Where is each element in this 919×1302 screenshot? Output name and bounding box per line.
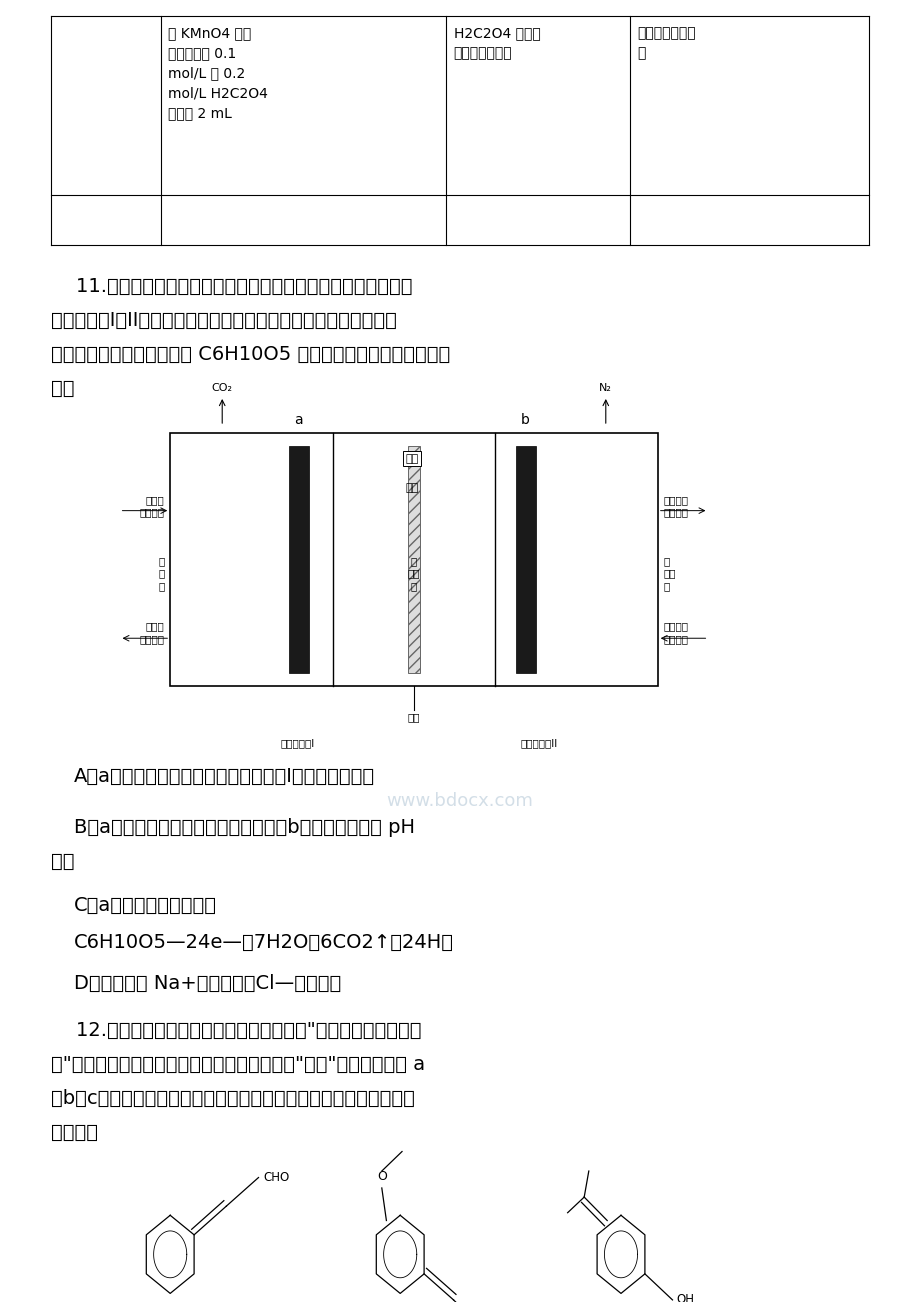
- Text: 高浓度
有机废水: 高浓度 有机废水: [140, 621, 165, 643]
- Text: 反
硝化
菌: 反 硝化 菌: [407, 556, 420, 591]
- Text: 负极: 负极: [405, 453, 418, 464]
- Text: 12.法国、美国、荷兰的三位科学家因研究"分子机器的设计与合: 12.法国、美国、荷兰的三位科学家因研究"分子机器的设计与合: [51, 1021, 421, 1040]
- Text: 厌
氧
菌: 厌 氧 菌: [158, 556, 165, 591]
- Text: OH: OH: [675, 1293, 694, 1302]
- Text: 性 KMnO4 溶液
，分别加入 0.1
mol/L 和 0.2
mol/L H2C2O4
溶液各 2 mL: 性 KMnO4 溶液 ，分别加入 0.1 mol/L 和 0.2 mol/L H…: [168, 26, 268, 120]
- Text: 的是（）: 的是（）: [51, 1122, 97, 1142]
- Text: 废水: 废水: [407, 712, 420, 723]
- Text: a: a: [294, 413, 302, 427]
- Text: 反
硝化
菌: 反 硝化 菌: [663, 556, 675, 591]
- Text: 化学反应速率越
大: 化学反应速率越 大: [637, 26, 696, 60]
- Text: N₂: N₂: [598, 384, 611, 393]
- Bar: [289, 445, 309, 673]
- Text: 离子交换膜I、II分别是氯离子交换膜和钠离子交换膜中的一种，图: 离子交换膜I、II分别是氯离子交换膜和钠离子交换膜中的一种，图: [51, 311, 396, 331]
- Text: B．a电极附近溶液的氯离子浓度增大，b电极附近溶液的 pH: B．a电极附近溶液的氯离子浓度增大，b电极附近溶液的 pH: [74, 818, 414, 837]
- Text: www.bdocx.com: www.bdocx.com: [386, 792, 533, 810]
- Bar: [170, 432, 657, 686]
- Text: 低浓度硝
酸根废水: 低浓度硝 酸根废水: [663, 495, 687, 517]
- Bar: [407, 445, 420, 673]
- Bar: [515, 445, 535, 673]
- Text: （）: （）: [51, 379, 74, 398]
- Text: CO₂: CO₂: [211, 384, 233, 393]
- Text: 离子交换膜I: 离子交换膜I: [280, 738, 314, 749]
- Text: 废水: 废水: [405, 483, 418, 493]
- Text: A．a电极为该电池的负极，离子交换膜I是钠离子交换膜: A．a电极为该电池的负极，离子交换膜I是钠离子交换膜: [74, 767, 374, 786]
- Text: C6H10O5—24e—＋7H2O＝6CO2↑＋24H＋: C6H10O5—24e—＋7H2O＝6CO2↑＋24H＋: [74, 934, 453, 952]
- Text: CHO: CHO: [263, 1170, 289, 1184]
- Text: 离子交换膜II: 离子交换膜II: [520, 738, 558, 749]
- Text: 11.一种三室微生物燃料电池污水净化系统原理如图所示，其中: 11.一种三室微生物燃料电池污水净化系统原理如图所示，其中: [51, 277, 412, 297]
- Text: 高浓度硝
酸根废水: 高浓度硝 酸根废水: [663, 621, 687, 643]
- Text: D．中间室中 Na+移向左室，Cl—移向右室: D．中间室中 Na+移向左室，Cl—移向右室: [74, 974, 340, 992]
- Text: H2C2O4 溶液的
试管中褪色更快: H2C2O4 溶液的 试管中褪色更快: [453, 26, 539, 60]
- Text: b: b: [521, 413, 529, 427]
- Text: 低浓度
有机废水: 低浓度 有机废水: [140, 495, 165, 517]
- Text: 成"获得诺贝尔化学奖。轮烷是一种分子机器的"轮子"，芳香化合物 a: 成"获得诺贝尔化学奖。轮烷是一种分子机器的"轮子"，芳香化合物 a: [51, 1055, 425, 1074]
- Text: O: O: [377, 1169, 386, 1182]
- Text: C．a电极的电极反应式为: C．a电极的电极反应式为: [74, 896, 216, 915]
- Text: 中有机废水中的有机物可用 C6H10O5 表示。下列有关说法正确的是: 中有机废水中的有机物可用 C6H10O5 表示。下列有关说法正确的是: [51, 345, 449, 365]
- Text: 减小: 减小: [51, 852, 74, 871]
- Text: 、b、c是合成轮烷的三种原料，其结构如下图所示。下列说法不正确: 、b、c是合成轮烷的三种原料，其结构如下图所示。下列说法不正确: [51, 1088, 414, 1108]
